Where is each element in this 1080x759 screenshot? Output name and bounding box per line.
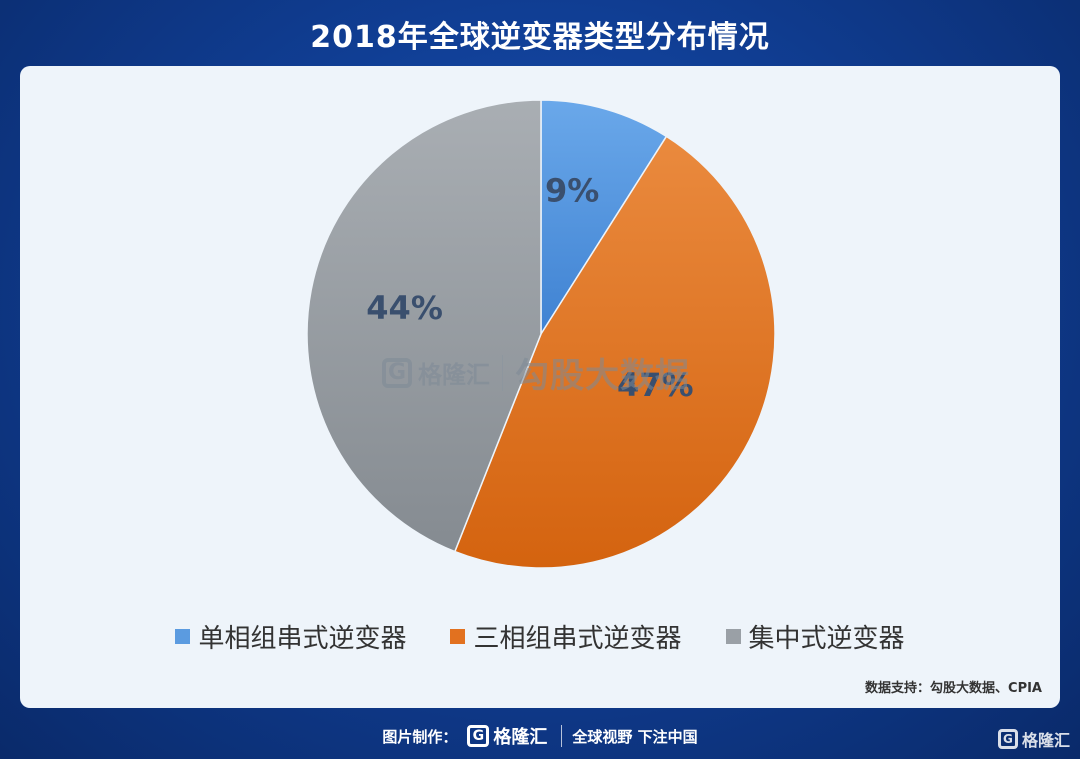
footer-slogan: 全球视野 下注中国 [572, 727, 698, 746]
chart-legend: 单相组串式逆变器 三相组串式逆变器 集中式逆变器 [20, 618, 1060, 655]
pie-slice-1 [453, 135, 776, 569]
footer: 图片制作： G 格隆汇 全球视野 下注中国 [0, 716, 1080, 756]
pie-slice-label-0: 9% [545, 171, 599, 209]
legend-label-2: 集中式逆变器 [748, 624, 905, 654]
pie-chart: 9% 47% 44% [306, 99, 776, 569]
footer-divider [561, 725, 563, 747]
corner-logo-brand: 格隆汇 [1021, 731, 1070, 750]
legend-swatch-0 [175, 629, 191, 644]
footer-logo-icon: G [467, 725, 490, 747]
corner-logo-icon: G [997, 729, 1018, 749]
pie-slice-label-1: 47% [617, 366, 694, 404]
pie-slice-0 [540, 99, 668, 337]
footer-made-by: 图片制作： [382, 727, 458, 746]
footer-brand: 格隆汇 [493, 727, 548, 748]
chart-title: 2018年全球逆变器类型分布情况 [310, 20, 770, 55]
pie-slice-label-2: 44% [366, 289, 443, 327]
legend-swatch-1 [450, 629, 466, 644]
legend-swatch-2 [725, 629, 741, 644]
legend-label-1: 三相组串式逆变器 [473, 624, 682, 654]
legend-label-0: 单相组串式逆变器 [198, 624, 407, 654]
pie-slice-2 [306, 99, 542, 553]
legend-item-1: 三相组串式逆变器 [450, 618, 682, 655]
legend-item-2: 集中式逆变器 [725, 618, 905, 655]
legend-item-0: 单相组串式逆变器 [175, 618, 406, 655]
corner-logo: G 格隆汇 [997, 727, 1070, 751]
chart-panel: 9% 47% 44% G 格隆汇 勾股大数据 单相组串式逆变器 三相组串式逆变器 集… [20, 66, 1060, 708]
source-note: 数据支持：勾股大数据、CPIA [865, 681, 1042, 696]
